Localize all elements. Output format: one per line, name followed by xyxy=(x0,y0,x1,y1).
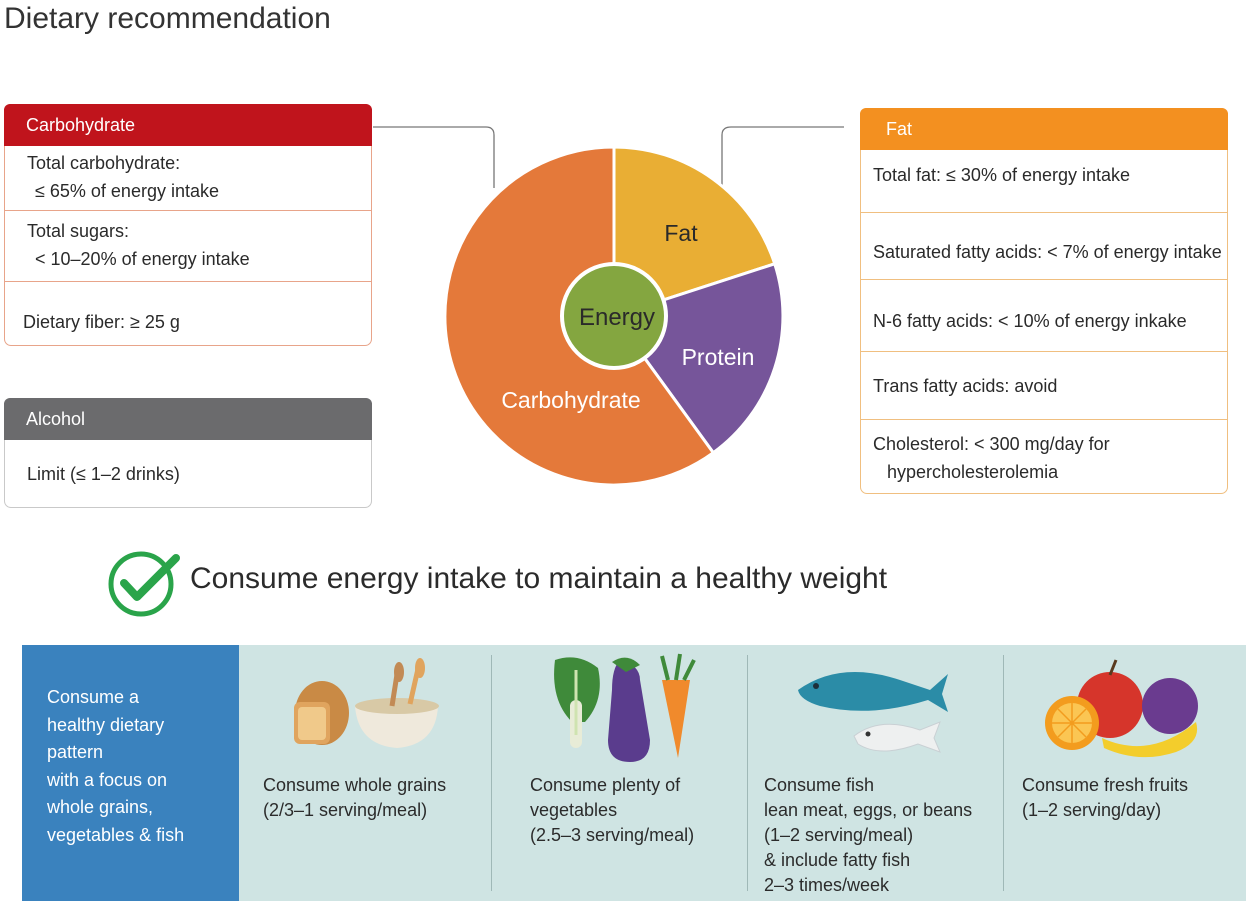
food-panel-intro xyxy=(22,645,239,901)
alcohol-header: Alcohol xyxy=(4,398,372,440)
healthy-weight-slogan: Consume energy intake to maintain a heal… xyxy=(190,562,888,595)
intro-line: vegetables & fish xyxy=(47,824,185,845)
pie-slice-fat xyxy=(612,145,777,319)
intro-line: pattern xyxy=(47,742,104,762)
food-item-fish: Consume fish lean meat, eggs, or beans (… xyxy=(764,775,973,895)
alcohol-card: Alcohol Limit (≤ 1–2 drinks) xyxy=(4,398,372,508)
fat-item-cholesterol-line2: hypercholesterolemia xyxy=(887,462,1059,482)
carb-item-total-line2: ≤ 65% of energy intake xyxy=(35,181,219,201)
pie-label-fat: Fat xyxy=(664,220,698,246)
carb-item-total: Total carbohydrate: ≤ 65% of energy inta… xyxy=(5,149,371,205)
intro-line: whole grains, xyxy=(47,797,154,817)
fat-card: Fat Total fat: ≤ 30% of energy intake Sa… xyxy=(860,108,1228,494)
divider xyxy=(5,210,371,211)
carbohydrate-header: Carbohydrate xyxy=(4,104,372,146)
fat-item-saturated: Saturated fatty acids: < 7% of energy in… xyxy=(873,242,1222,262)
fruits-icon xyxy=(1045,659,1198,758)
grains-icon xyxy=(294,658,439,748)
pie-label-carbohydrate: Carbohydrate xyxy=(501,387,640,413)
divider xyxy=(491,655,492,891)
fat-item-n6: N-6 fatty acids: < 10% of energy inkake xyxy=(873,311,1187,331)
divider xyxy=(1003,655,1004,891)
carb-item-sugars-line2: < 10–20% of energy intake xyxy=(35,249,250,269)
divider xyxy=(861,279,1227,280)
food-item-grains: Consume whole grains (2/3–1 serving/meal… xyxy=(263,775,447,820)
page-title: Dietary recommendation xyxy=(4,2,331,35)
food-item-vegetables: Consume plenty of vegetables (2.5–3 serv… xyxy=(530,775,695,845)
fat-item-total: Total fat: ≤ 30% of energy intake xyxy=(873,165,1131,185)
divider xyxy=(5,281,371,282)
fat-item-trans: Trans fatty acids: avoid xyxy=(873,376,1058,396)
pie-label-energy: Energy xyxy=(579,304,655,331)
divider xyxy=(861,419,1227,420)
divider xyxy=(747,655,748,891)
fish-icon xyxy=(798,672,948,753)
food-panel-intro-text: Consume a healthy dietary pattern with a… xyxy=(47,684,232,849)
carbohydrate-card: Carbohydrate Total carbohydrate: ≤ 65% o… xyxy=(4,104,372,346)
intro-line: healthy dietary xyxy=(47,714,165,735)
alcohol-item: Limit (≤ 1–2 drinks) xyxy=(27,464,180,484)
pie-label-protein: Protein xyxy=(682,344,755,370)
fat-item-cholesterol: Cholesterol: < 300 mg/day for hyperchole… xyxy=(861,430,1227,486)
fat-item-cholesterol-line1: Cholesterol: < 300 mg/day for xyxy=(873,434,1110,454)
carb-item-sugars: Total sugars: < 10–20% of energy intake xyxy=(5,217,371,273)
food-item-fruits: Consume fresh fruits (1–2 serving/day) xyxy=(1022,775,1189,820)
fat-header: Fat xyxy=(860,108,1228,150)
checkmark-icon xyxy=(108,551,180,617)
divider xyxy=(861,351,1227,352)
vegetables-icon xyxy=(554,653,696,762)
fat-connector-line xyxy=(721,126,844,188)
divider xyxy=(861,212,1227,213)
carb-connector-line xyxy=(373,126,495,188)
pie-center xyxy=(560,262,668,370)
carb-item-fiber: Dietary fiber: ≥ 25 g xyxy=(23,312,180,332)
intro-line: with a focus on xyxy=(47,769,168,790)
intro-line: Consume a xyxy=(47,687,140,707)
carb-item-total-line1: Total carbohydrate: xyxy=(27,153,181,173)
carb-item-sugars-line1: Total sugars: xyxy=(27,221,130,241)
